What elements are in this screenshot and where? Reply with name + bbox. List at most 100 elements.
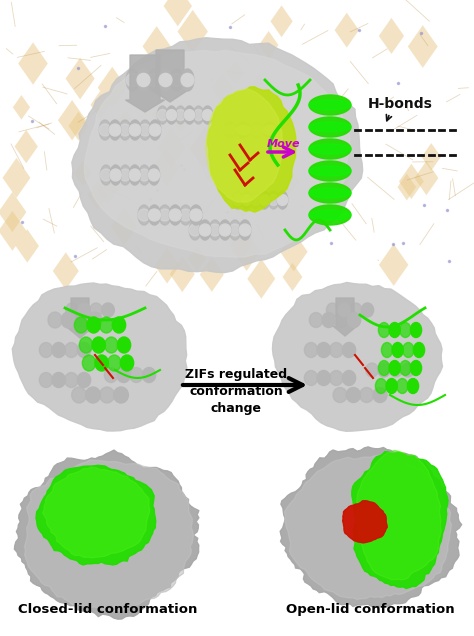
Ellipse shape	[87, 317, 100, 333]
Ellipse shape	[86, 387, 100, 403]
Text: Move: Move	[267, 139, 301, 149]
Polygon shape	[335, 13, 359, 48]
Ellipse shape	[268, 195, 279, 205]
Polygon shape	[259, 31, 278, 59]
Ellipse shape	[322, 312, 335, 328]
Polygon shape	[178, 10, 208, 53]
Polygon shape	[53, 252, 79, 289]
Ellipse shape	[181, 69, 194, 91]
Ellipse shape	[48, 312, 62, 328]
Ellipse shape	[104, 368, 118, 382]
Ellipse shape	[239, 220, 251, 240]
FancyArrow shape	[126, 55, 164, 112]
Ellipse shape	[77, 343, 91, 357]
Ellipse shape	[139, 165, 150, 185]
Ellipse shape	[142, 368, 155, 382]
Ellipse shape	[138, 205, 150, 225]
Polygon shape	[84, 50, 350, 257]
Ellipse shape	[309, 100, 351, 110]
Ellipse shape	[397, 378, 408, 394]
Polygon shape	[155, 248, 180, 284]
Ellipse shape	[389, 322, 400, 338]
Polygon shape	[421, 143, 441, 170]
Ellipse shape	[237, 122, 250, 138]
Ellipse shape	[159, 69, 172, 91]
Polygon shape	[190, 127, 220, 169]
Polygon shape	[157, 128, 185, 167]
Ellipse shape	[148, 165, 160, 185]
Ellipse shape	[309, 183, 351, 203]
Ellipse shape	[184, 109, 195, 120]
Ellipse shape	[102, 303, 114, 317]
Polygon shape	[65, 58, 95, 99]
Ellipse shape	[129, 165, 140, 185]
Ellipse shape	[250, 125, 264, 135]
Ellipse shape	[148, 69, 161, 91]
Ellipse shape	[129, 120, 141, 140]
Ellipse shape	[400, 361, 411, 375]
Ellipse shape	[239, 224, 251, 236]
Ellipse shape	[166, 109, 177, 120]
Ellipse shape	[342, 343, 356, 357]
Ellipse shape	[118, 337, 131, 353]
Ellipse shape	[263, 125, 277, 135]
Ellipse shape	[126, 73, 139, 86]
Ellipse shape	[309, 205, 351, 225]
Ellipse shape	[72, 387, 86, 403]
Ellipse shape	[95, 355, 109, 371]
Polygon shape	[379, 244, 409, 286]
Ellipse shape	[202, 106, 213, 124]
Ellipse shape	[277, 191, 288, 209]
Ellipse shape	[310, 312, 323, 328]
Polygon shape	[58, 100, 86, 141]
Ellipse shape	[317, 343, 330, 357]
Ellipse shape	[39, 373, 53, 387]
Polygon shape	[153, 148, 180, 186]
Polygon shape	[206, 88, 283, 202]
Polygon shape	[343, 501, 387, 543]
Polygon shape	[283, 263, 302, 291]
Ellipse shape	[64, 343, 78, 357]
Ellipse shape	[137, 73, 150, 86]
Ellipse shape	[175, 109, 186, 120]
Polygon shape	[280, 447, 462, 608]
Ellipse shape	[148, 169, 160, 181]
Ellipse shape	[309, 166, 351, 176]
Polygon shape	[229, 229, 252, 260]
Ellipse shape	[39, 343, 53, 357]
Ellipse shape	[268, 191, 279, 209]
Ellipse shape	[386, 378, 397, 394]
Ellipse shape	[390, 363, 402, 377]
Polygon shape	[408, 25, 438, 68]
Ellipse shape	[189, 224, 201, 236]
Polygon shape	[233, 190, 253, 219]
Polygon shape	[15, 130, 38, 163]
Ellipse shape	[232, 195, 243, 205]
Ellipse shape	[92, 337, 105, 353]
Ellipse shape	[110, 169, 121, 181]
Ellipse shape	[229, 220, 241, 240]
Text: ZIFs regulated
conformation
change: ZIFs regulated conformation change	[185, 368, 287, 415]
Ellipse shape	[219, 220, 231, 240]
FancyArrow shape	[333, 298, 357, 336]
Ellipse shape	[373, 387, 387, 403]
Text: Closed-lid conformation: Closed-lid conformation	[18, 603, 198, 616]
Polygon shape	[111, 208, 137, 245]
Ellipse shape	[78, 303, 91, 317]
Ellipse shape	[327, 303, 338, 317]
Ellipse shape	[159, 205, 171, 225]
Polygon shape	[272, 162, 298, 199]
Polygon shape	[259, 102, 288, 143]
Ellipse shape	[350, 303, 362, 317]
Ellipse shape	[100, 387, 114, 403]
Ellipse shape	[400, 322, 411, 338]
Ellipse shape	[170, 73, 183, 86]
Ellipse shape	[378, 361, 390, 375]
Ellipse shape	[184, 106, 195, 124]
Ellipse shape	[360, 387, 374, 403]
Ellipse shape	[159, 73, 172, 86]
Ellipse shape	[413, 343, 425, 357]
Polygon shape	[14, 450, 199, 619]
Text: Open-lid conformation: Open-lid conformation	[286, 603, 454, 616]
Polygon shape	[247, 259, 275, 299]
